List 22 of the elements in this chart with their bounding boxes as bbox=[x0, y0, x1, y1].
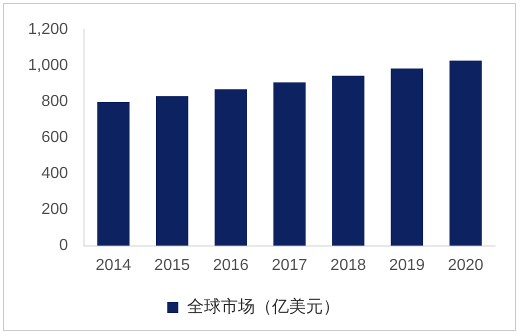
y-tick-label: 0 bbox=[59, 237, 68, 254]
bar bbox=[214, 89, 247, 246]
y-tick-label: 600 bbox=[41, 129, 68, 146]
x-tick-label: 2018 bbox=[330, 256, 366, 274]
bar bbox=[97, 102, 130, 246]
x-tick-label: 2020 bbox=[448, 256, 484, 274]
bar bbox=[450, 60, 482, 246]
x-tick-label: 2016 bbox=[213, 256, 249, 274]
x-tick-label: 2019 bbox=[389, 256, 425, 274]
x-tick-label: 2014 bbox=[96, 256, 132, 274]
y-tick-label: 800 bbox=[41, 93, 68, 110]
y-tick-label: 400 bbox=[41, 165, 68, 182]
bar bbox=[332, 76, 364, 246]
bar bbox=[156, 96, 188, 246]
y-tick-label: 1,200 bbox=[28, 21, 68, 38]
bar bbox=[273, 82, 306, 246]
y-tick-label: 200 bbox=[41, 201, 68, 218]
x-tick-label: 2017 bbox=[272, 256, 308, 274]
x-tick-label: 2015 bbox=[154, 256, 190, 274]
bar bbox=[390, 68, 424, 246]
legend-label: 全球市场（亿美元） bbox=[186, 296, 340, 317]
y-tick-label: 1,000 bbox=[28, 57, 68, 74]
